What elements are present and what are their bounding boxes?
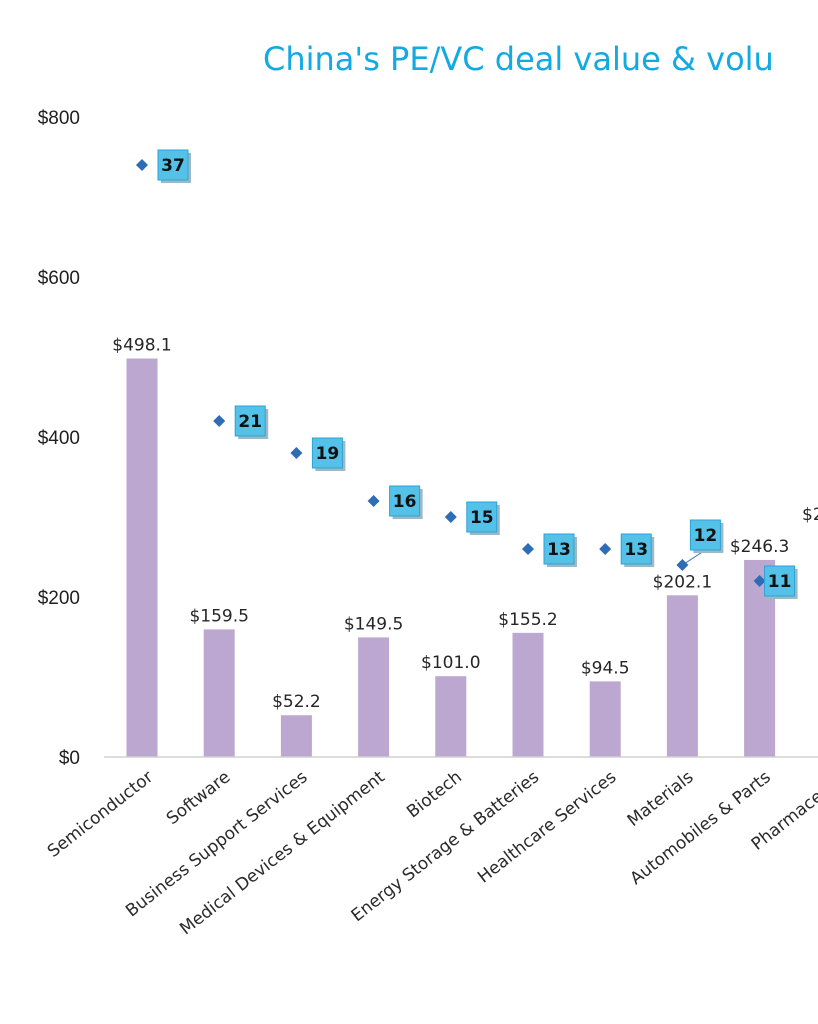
x-tick-label: Software [163, 767, 234, 829]
bar-value-label: $246.3 [730, 537, 789, 557]
count-callout [389, 485, 421, 517]
bar [512, 632, 544, 757]
bar-value-label: $149.5 [344, 614, 403, 634]
x-tick-label: Automobiles & Parts [626, 767, 774, 889]
x-tick-label: Biotech [403, 767, 466, 822]
count-marker [522, 543, 534, 555]
count-callout [620, 533, 652, 565]
y-tick-label: $400 [38, 428, 80, 449]
count-marker [444, 511, 457, 523]
count-callout [234, 405, 266, 437]
count-marker [213, 415, 226, 427]
y-tick-label: $0 [59, 748, 80, 769]
partial-value-label: $2 [802, 505, 818, 525]
count-label: 16 [393, 492, 417, 512]
y-tick-label: $600 [38, 268, 80, 289]
count-markers: 37 21 19 16 15 13 13 12 11 [136, 149, 798, 599]
bar-value-label: $101.0 [421, 653, 480, 673]
y-axis: $0 $200 $400 $600 $800 [38, 108, 80, 769]
count-label: 13 [624, 540, 648, 560]
count-marker [290, 447, 303, 459]
bar-value-label: $498.1 [112, 336, 171, 356]
bar [280, 715, 312, 757]
bar-value-labels: $498.1 $159.5 $52.2 $149.5 $101.0 $155.2 $94.5… [112, 336, 789, 713]
count-callout [311, 437, 343, 469]
bars [126, 358, 776, 757]
bar [358, 637, 390, 757]
count-marker [753, 575, 766, 587]
count-marker [367, 495, 380, 507]
bar [666, 595, 698, 757]
count-label: 15 [470, 508, 494, 528]
x-tick-label: Healthcare Services [474, 767, 620, 887]
count-marker [599, 543, 612, 555]
count-label: 12 [694, 526, 718, 546]
count-label: 21 [238, 412, 262, 432]
bar-value-label: $94.5 [581, 658, 630, 678]
count-callout [466, 501, 498, 533]
bar [589, 681, 621, 757]
bar-value-label: $159.5 [189, 606, 248, 626]
count-label: 13 [547, 540, 571, 560]
count-label: 19 [316, 444, 340, 464]
count-callout [764, 565, 796, 597]
bar-value-label: $52.2 [272, 692, 321, 712]
bar-value-label: $202.1 [653, 572, 712, 592]
count-callout [689, 519, 721, 551]
count-label: 37 [161, 156, 185, 176]
count-label: 11 [768, 572, 792, 592]
bar [203, 629, 235, 757]
bar [126, 358, 158, 757]
count-callout [157, 149, 189, 181]
bar [435, 676, 467, 757]
x-tick-label: Materials [624, 767, 698, 831]
x-tick-label: Semiconductor [44, 767, 157, 862]
count-callout [543, 533, 575, 565]
y-tick-label: $800 [38, 108, 80, 129]
bar-value-label: $155.2 [498, 610, 557, 630]
count-marker [136, 159, 148, 171]
y-tick-label: $200 [38, 588, 80, 609]
chart-title: China's PE/VC deal value & volu [263, 40, 774, 78]
